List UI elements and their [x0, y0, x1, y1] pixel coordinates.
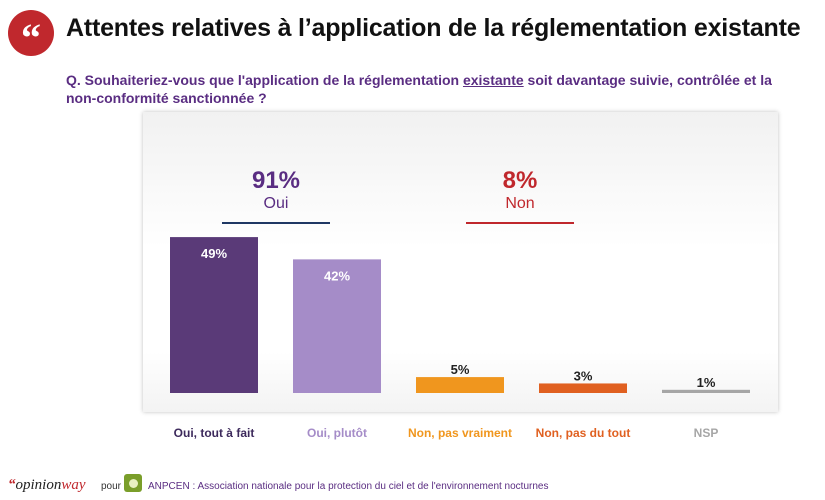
category-label-3: Non, pas du tout — [536, 426, 631, 440]
summary-yes: 91% Oui — [206, 168, 346, 224]
bar-value-label-3: 3% — [574, 368, 593, 383]
category-label-1: Oui, plutôt — [307, 426, 367, 440]
summary-yes-line — [222, 222, 330, 224]
bar-value-label-2: 5% — [451, 362, 470, 377]
summary-no-label: Non — [505, 195, 535, 212]
page-title: Attentes relatives à l’application de la… — [66, 14, 801, 42]
summary-no: 8% Non — [450, 168, 590, 224]
opinionway-logo: “opinionway — [8, 477, 86, 493]
bar-2 — [416, 377, 504, 393]
bar-4 — [662, 389, 750, 393]
bar-value-label-1: 42% — [324, 268, 350, 283]
bar-chart: 49% Oui, tout à fait 42% Oui, plutôt 5% Non, … — [170, 237, 750, 440]
anpcen-logo-icon — [124, 474, 142, 492]
bar-0 — [170, 237, 258, 393]
bar-value-label-4: 1% — [697, 375, 716, 390]
association-text: ANPCEN : Association nationale pour la p… — [148, 481, 549, 492]
category-label-0: Oui, tout à fait — [174, 426, 255, 440]
category-label-2: Non, pas vraiment — [408, 426, 512, 440]
bar-3 — [539, 383, 627, 393]
summary-yes-pct: 91% — [251, 167, 301, 194]
bar-value-label-0: 49% — [201, 246, 227, 261]
question-underlined: existante — [462, 72, 524, 88]
summary-no-pct: 8% — [502, 167, 538, 194]
question-prefix: Q. Souhaiteriez-vous que l'application d… — [66, 72, 463, 88]
pour-text: pour — [101, 481, 122, 492]
summary-no-line — [466, 222, 574, 224]
summary-yes-label: Oui — [263, 195, 289, 212]
category-label-4: NSP — [694, 426, 719, 440]
question-suffix: soit davantage suivie, contrôlée et la n… — [66, 72, 772, 106]
bar-1 — [293, 259, 381, 393]
survey-question: Q. Souhaiteriez-vous que l'application d… — [66, 71, 786, 107]
quote-badge-icon: “ — [8, 10, 54, 58]
